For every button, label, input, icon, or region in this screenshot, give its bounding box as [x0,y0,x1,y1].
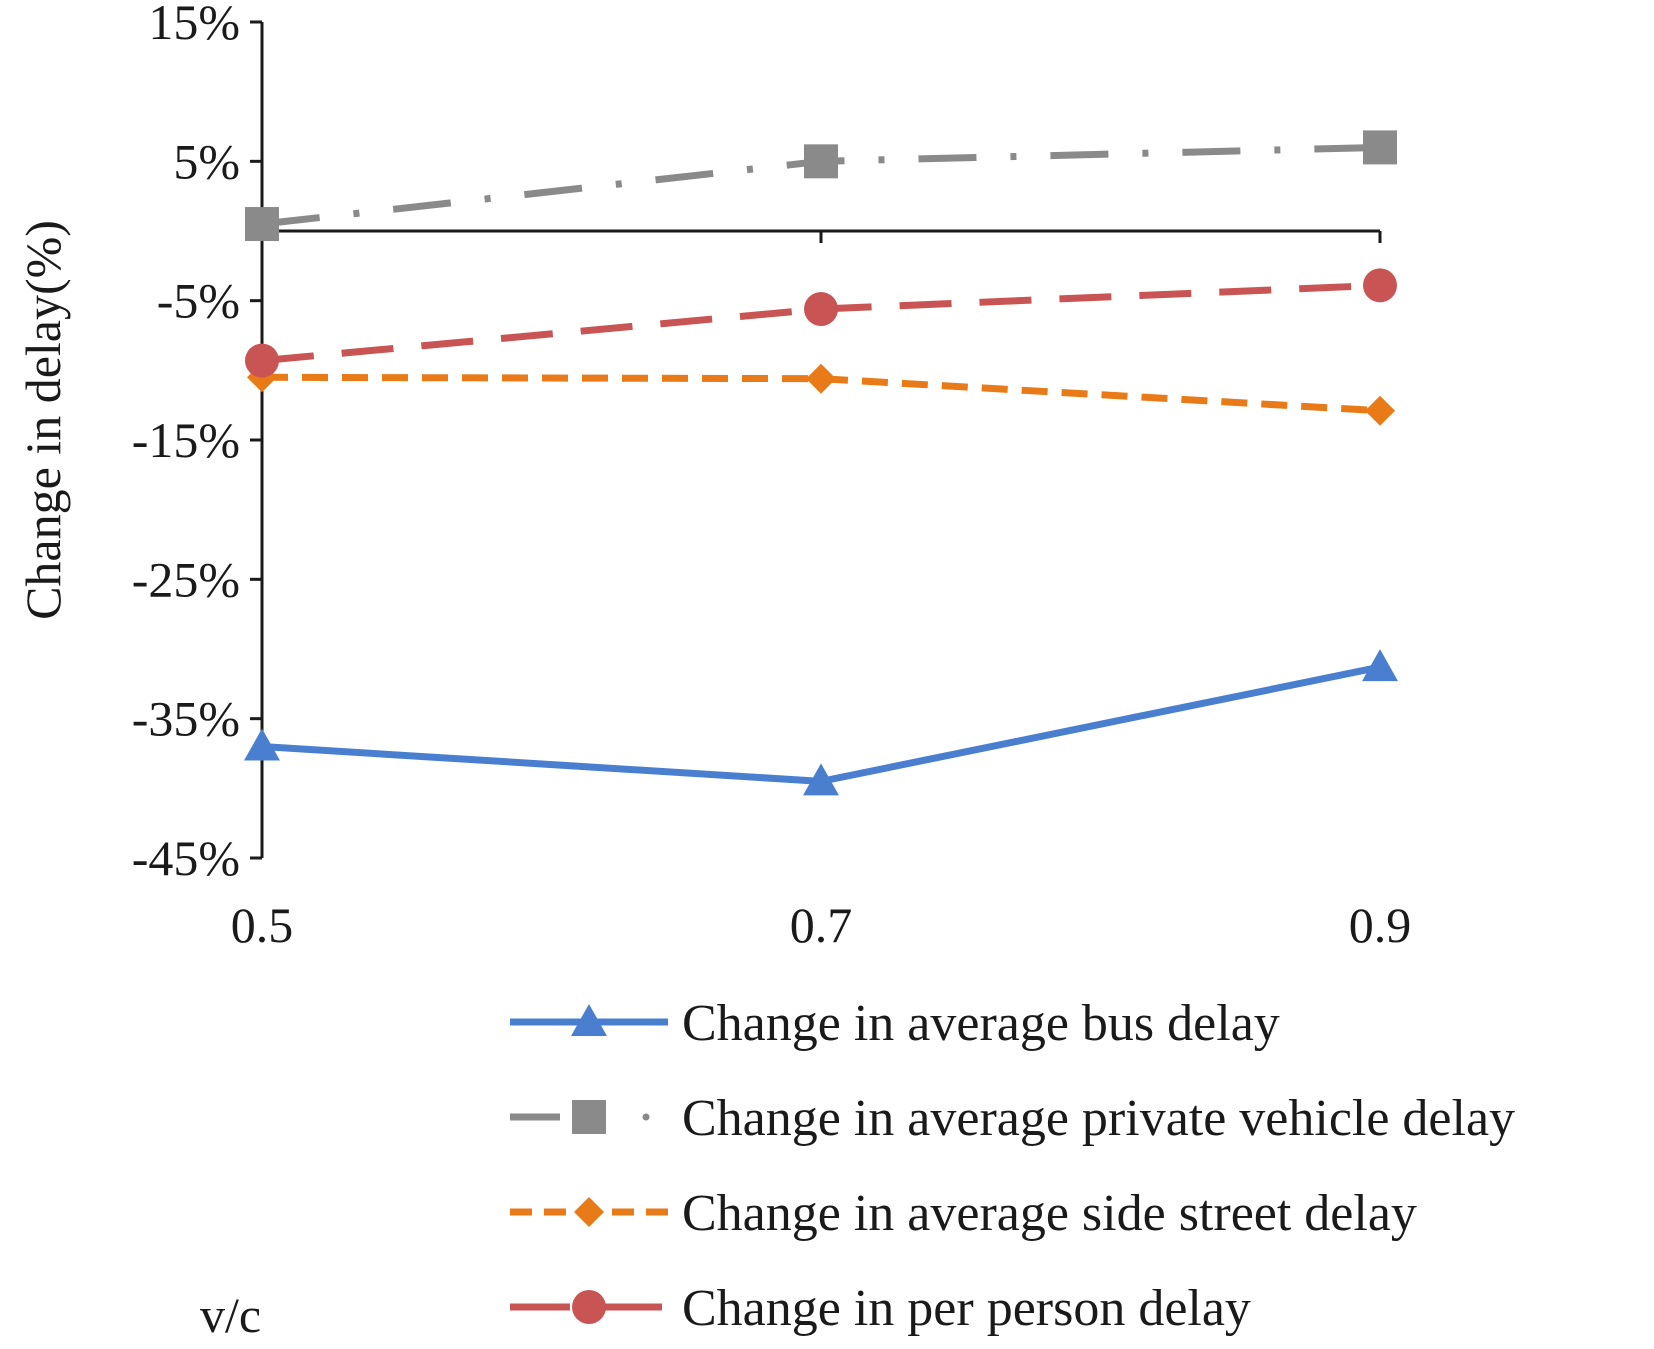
legend-item: Change in per person delay [510,1280,1251,1337]
y-tick-label: -5% [157,273,240,329]
legend-item: Change in average bus delay [510,995,1280,1052]
data-point [804,144,838,179]
x-tick-label: 0.5 [231,897,294,953]
data-point [803,763,839,796]
series-2 [245,130,1397,242]
legend-marker [572,1100,606,1134]
axes: 15% 5% -5% -15% -25% -35% -45% 0.5 0.7 0.9 [132,0,1412,953]
series-1 [244,649,1398,796]
y-tick-label: -25% [132,551,240,607]
data-point [1363,130,1397,165]
x-tick-label: 0.7 [790,897,853,953]
legend-label: Change in average private vehicle delay [682,1090,1515,1147]
legend-item: Change in average side street delay [510,1185,1417,1242]
legend-label: Change in average side street delay [682,1185,1417,1242]
series-3 [247,362,1395,426]
data-point [806,363,836,394]
data-point [804,292,838,327]
legend-marker [574,1197,604,1227]
legend-item: Change in average private vehicle delay [510,1090,1515,1147]
data-point [245,343,279,378]
y-tick-label: -35% [132,691,240,747]
data-point [1365,395,1395,426]
legend: Change in average bus delay Change in ave… [510,995,1515,1337]
legend-marker [571,1004,607,1036]
legend-label: Change in per person delay [682,1280,1251,1337]
y-tick-label: 5% [173,133,240,189]
x-tick-label: 0.9 [1349,897,1412,953]
legend-swatch-dot [642,1113,650,1121]
y-tick-label: 15% [148,0,240,50]
series-layer [244,130,1398,796]
legend-marker [572,1290,606,1324]
x-axis-title: v/c [200,1287,261,1343]
y-tick-label: -45% [132,830,240,886]
data-point [245,207,279,242]
series-4 [245,268,1397,378]
data-point [244,728,280,761]
series-line [261,373,1381,415]
y-tick-label: -15% [132,412,240,468]
data-point [1363,268,1397,303]
legend-label: Change in average bus delay [682,995,1280,1052]
y-axis-title: Change in delay(%) [15,220,71,620]
data-point [1362,649,1398,682]
